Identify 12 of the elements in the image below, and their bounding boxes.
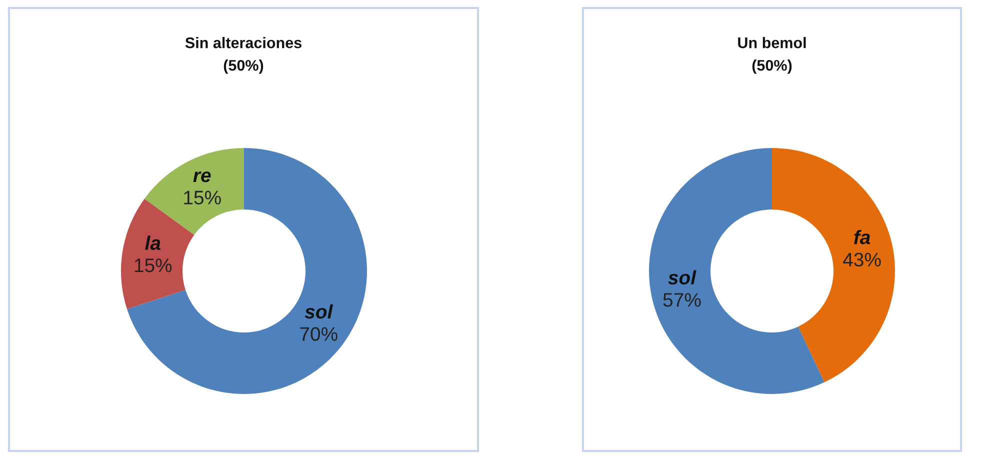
data-label: 70% — [300, 327, 338, 341]
chart-title: Sin alteraciones (50%) — [185, 37, 302, 74]
slice-label: sol — [304, 304, 334, 319]
chart-title: Un bemol (50%) — [738, 37, 806, 74]
data-label: 43% — [843, 252, 881, 267]
slice-label: re — [193, 172, 211, 182]
data-label: 15% — [184, 190, 221, 204]
data-label: 57% — [663, 293, 701, 307]
data-label: 15% — [134, 258, 172, 272]
slice-label: fa — [854, 230, 870, 244]
slice-label: sol — [668, 270, 696, 285]
slice-label: la — [145, 236, 160, 250]
